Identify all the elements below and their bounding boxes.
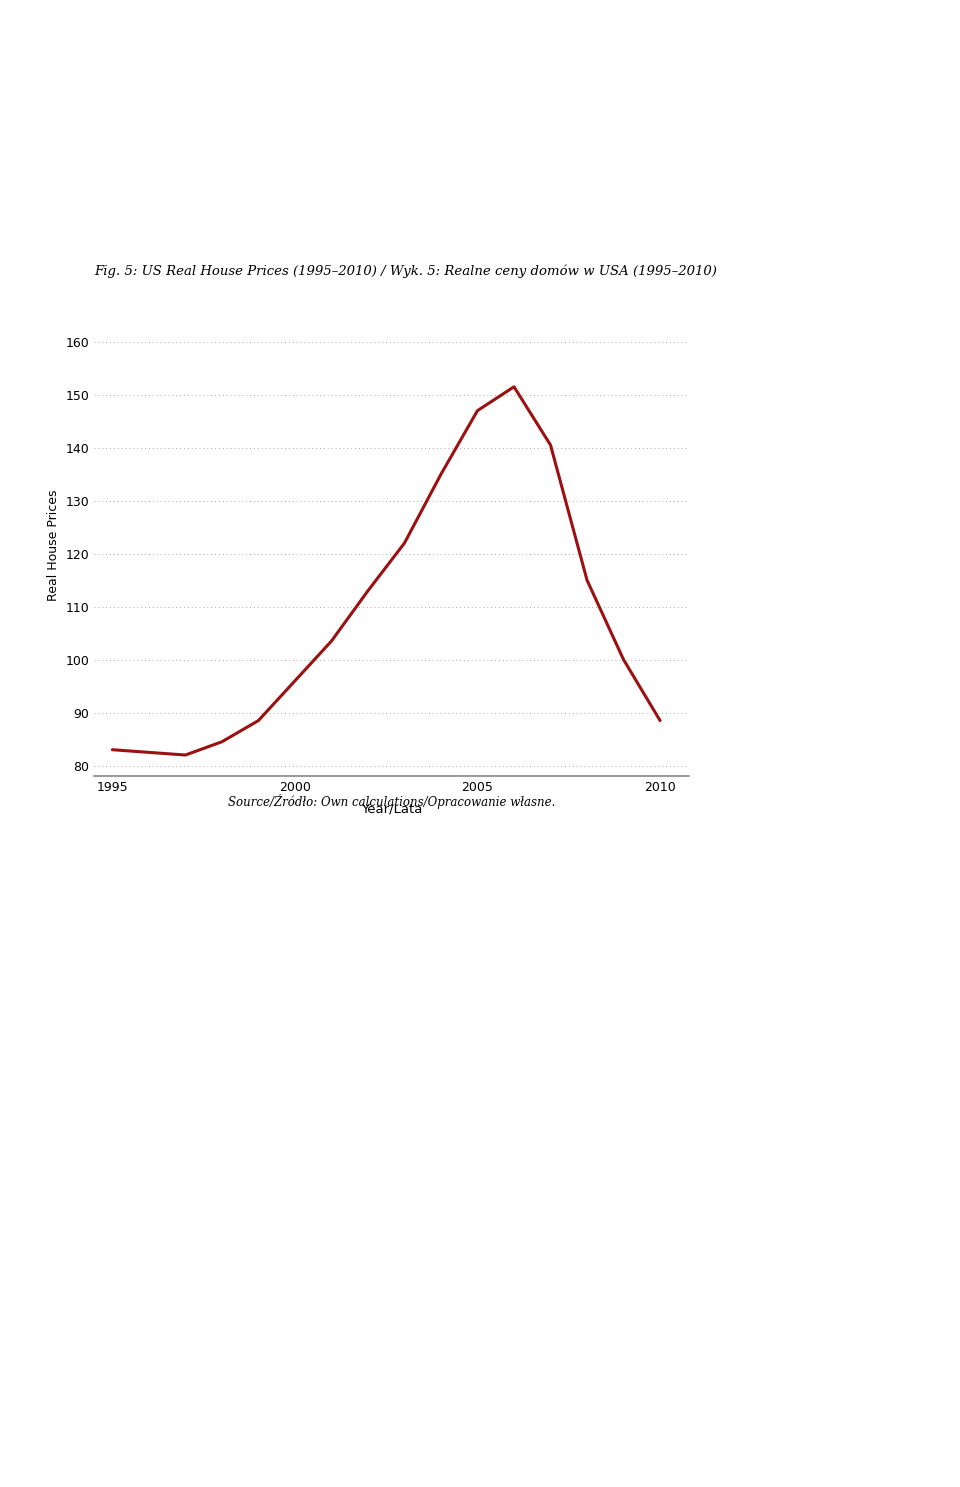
Text: Fig. 5: US Real House Prices (1995–2010) / Wyk. 5: Realne ceny domów w USA (1995: Fig. 5: US Real House Prices (1995–2010)…: [94, 265, 717, 278]
Y-axis label: Real House Prices: Real House Prices: [47, 491, 60, 601]
Text: Source/Źródło: Own calculations/Opracowanie własne.: Source/Źródło: Own calculations/Opracowa…: [228, 794, 556, 809]
X-axis label: Year/Lata: Year/Lata: [361, 803, 422, 815]
